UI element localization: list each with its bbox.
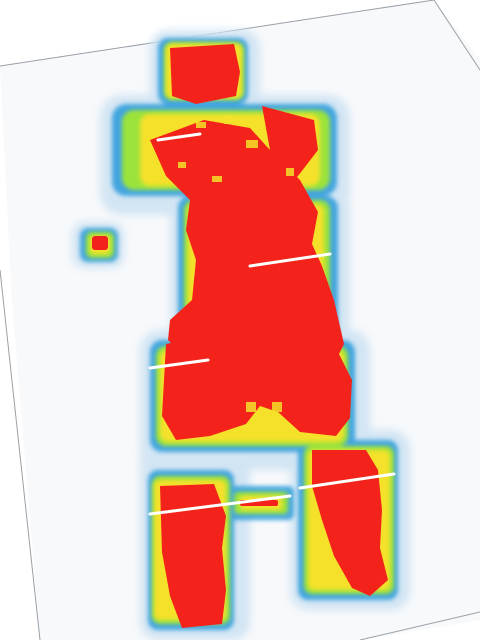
figure-hips — [162, 334, 352, 440]
paper-edge-right — [433, 0, 480, 71]
hot-core — [92, 44, 388, 628]
figure-head — [170, 44, 240, 104]
core-speckles — [178, 116, 294, 412]
figure-torso — [150, 120, 344, 380]
figure-leg-right — [312, 450, 388, 596]
figure-leg-left — [160, 484, 226, 628]
ball-blob — [92, 236, 108, 250]
panel-seams — [148, 132, 396, 516]
paper-edge-bottom — [359, 611, 480, 640]
paper-edge-left — [0, 269, 41, 640]
